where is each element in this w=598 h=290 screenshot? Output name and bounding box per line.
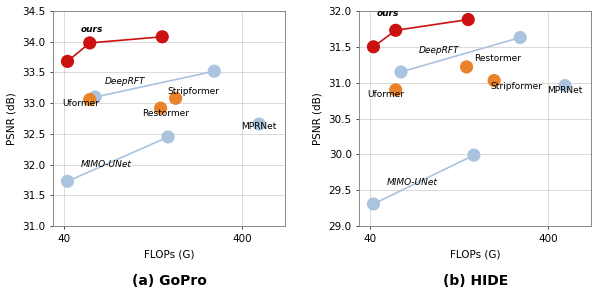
Point (469, 153, 479, 157)
Text: MPRNet: MPRNet (547, 86, 582, 95)
Point (391, 28, 401, 33)
Text: Restormer: Restormer (474, 54, 521, 63)
Point (254, 122, 264, 126)
X-axis label: FLOPs (G): FLOPs (G) (450, 249, 501, 259)
Text: Stripformer: Stripformer (490, 82, 542, 91)
Point (90, 95, 100, 99)
Point (63, 59, 72, 64)
Text: ours: ours (377, 9, 399, 18)
Text: DeepRFT: DeepRFT (418, 46, 459, 55)
Point (85, 97, 94, 102)
Text: MIMO-UNet: MIMO-UNet (81, 160, 132, 169)
Point (163, 135, 173, 139)
Point (560, 83, 570, 88)
Text: Uformer: Uformer (368, 90, 405, 99)
Point (462, 65, 471, 69)
Point (171, 96, 181, 101)
Y-axis label: PSNR (dB): PSNR (dB) (313, 92, 323, 145)
Point (63, 179, 72, 184)
Point (368, 44, 378, 49)
X-axis label: FLOPs (G): FLOPs (G) (144, 249, 194, 259)
Point (157, 35, 167, 39)
Text: (b) HIDE: (b) HIDE (443, 273, 508, 288)
Text: ours: ours (81, 25, 103, 34)
Point (463, 17, 473, 22)
Text: Uformer: Uformer (62, 99, 99, 108)
Text: MIMO-UNet: MIMO-UNet (387, 178, 438, 187)
Text: MPRNet: MPRNet (241, 122, 276, 131)
Point (515, 35, 525, 40)
Text: DeepRFT: DeepRFT (105, 77, 145, 86)
Point (85, 41, 94, 45)
Point (209, 69, 219, 74)
Y-axis label: PSNR (dB): PSNR (dB) (7, 92, 17, 145)
Point (391, 88, 401, 92)
Text: Stripformer: Stripformer (167, 87, 219, 96)
Point (156, 106, 166, 110)
Text: (a) GoPro: (a) GoPro (132, 273, 207, 288)
Point (489, 78, 499, 83)
Point (396, 70, 406, 74)
Point (368, 202, 378, 206)
Text: Restormer: Restormer (142, 109, 189, 118)
